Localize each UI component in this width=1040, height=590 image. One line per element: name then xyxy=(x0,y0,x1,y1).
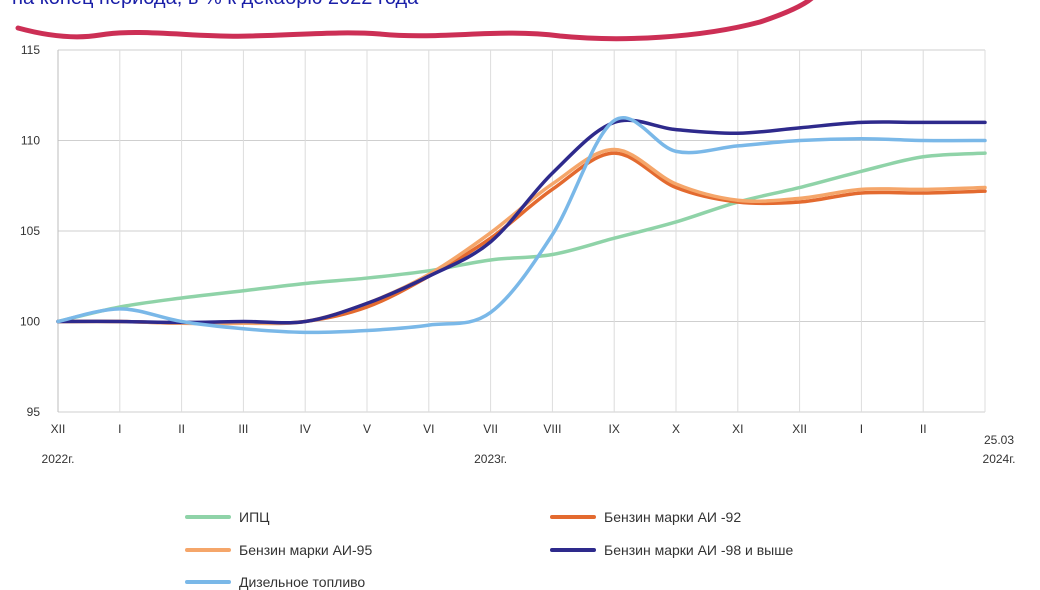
x-tick-label: VI xyxy=(423,422,434,436)
x-tick-label: V xyxy=(363,422,371,436)
x-tick-label: I xyxy=(118,422,121,436)
y-tick-label: 95 xyxy=(27,405,41,419)
year-label: 2023г. xyxy=(474,452,507,466)
header-accent-curve xyxy=(15,0,814,42)
year-label: 2024г. xyxy=(983,452,1016,466)
x-tick-label: III xyxy=(238,422,248,436)
x-tick-label: I xyxy=(860,422,863,436)
y-tick-label: 115 xyxy=(21,43,40,57)
x-tick-label: XII xyxy=(792,422,807,436)
series-line-diesel xyxy=(56,116,987,335)
x-tick-label: II xyxy=(920,422,927,436)
x-tick-label: IV xyxy=(300,422,311,436)
x-tick-label: IX xyxy=(609,422,620,436)
series-line-ai92 xyxy=(56,151,987,326)
x-tick-label: XII xyxy=(51,422,66,436)
series-line-ai98 xyxy=(56,118,987,325)
x-tick-label: VIII xyxy=(543,422,561,436)
year-label: 2022г. xyxy=(42,452,75,466)
y-tick-label: 105 xyxy=(20,224,40,238)
y-tick-label: 110 xyxy=(21,134,40,148)
chart-title: на конец периода, в % к декабрю 2022 год… xyxy=(12,0,418,10)
x-tick-label: X xyxy=(672,422,680,436)
y-tick-label: 100 xyxy=(20,315,40,329)
x-tick-label: VII xyxy=(483,422,498,436)
series-line-cpi xyxy=(56,151,987,324)
x-tick-label: XI xyxy=(732,422,743,436)
x-tick-label: II xyxy=(178,422,185,436)
x-tick-label: 25.03 xyxy=(984,433,1014,447)
